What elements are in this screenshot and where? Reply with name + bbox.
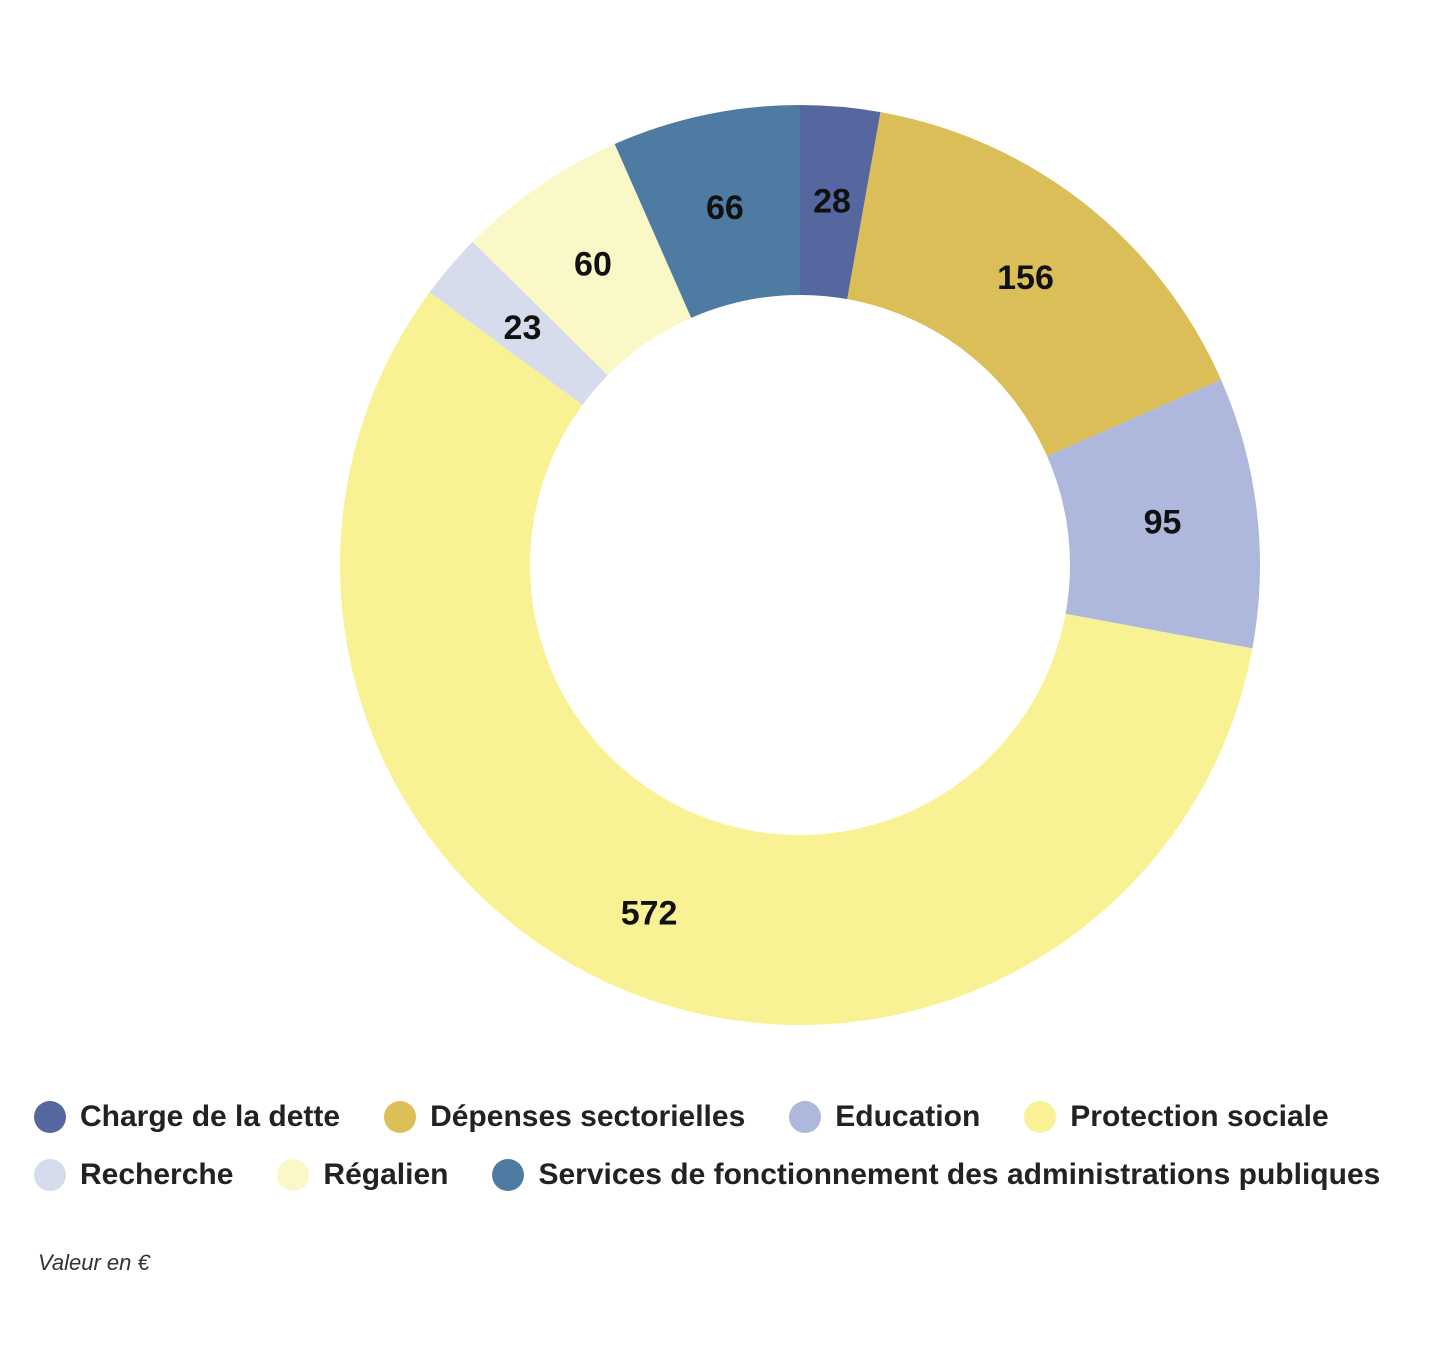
- slice-protection-sociale[interactable]: [339, 292, 1253, 1026]
- legend-label: Services de fonctionnement des administr…: [538, 1158, 1381, 1191]
- legend-item-depenses-sectorielles[interactable]: Dépenses sectorielles: [384, 1100, 745, 1134]
- legend-label: Charge de la dette: [80, 1100, 341, 1133]
- legend-label: Dépenses sectorielles: [430, 1100, 746, 1133]
- slice-value-label: 95: [1144, 504, 1182, 542]
- slice-value-label: 28: [813, 182, 851, 220]
- value-unit-note: Valeur en €: [38, 1250, 150, 1275]
- donut-slices: [339, 105, 1260, 1026]
- slice-value-label: 60: [574, 245, 612, 283]
- legend-row-1: Charge de la dette Dépenses sectorielles…: [34, 1088, 1434, 1146]
- legend-label: Education: [835, 1100, 981, 1133]
- slice-value-label: 66: [706, 189, 744, 227]
- slice-regalien[interactable]: [472, 143, 692, 376]
- legend-label: Protection sociale: [1070, 1100, 1329, 1133]
- legend-item-education[interactable]: Education: [789, 1100, 980, 1134]
- legend-swatch: [34, 1101, 66, 1133]
- slice-education[interactable]: [1047, 379, 1260, 649]
- slice-value-label: 23: [504, 309, 542, 347]
- donut-slice-labels: 28 156 95 572 23 60 66: [504, 182, 1182, 932]
- legend-item-protection-sociale[interactable]: Protection sociale: [1024, 1100, 1329, 1134]
- slice-value-label: 572: [621, 895, 678, 933]
- slice-recherche[interactable]: [429, 241, 608, 405]
- legend-item-services-administrations[interactable]: Services de fonctionnement des administr…: [492, 1158, 1380, 1192]
- slice-charge-de-la-dette[interactable]: [800, 105, 881, 300]
- legend-swatch: [1024, 1101, 1057, 1133]
- slice-services-de-fonctionnement-des-administrations-publiques[interactable]: [614, 105, 800, 318]
- donut-chart: 28 156 95 572 23 60 66: [339, 105, 1260, 1026]
- legend-swatch: [789, 1101, 822, 1133]
- slice-value-label: 156: [997, 259, 1054, 297]
- legend-swatch: [492, 1159, 525, 1191]
- legend-swatch: [384, 1101, 417, 1133]
- legend-label: Recherche: [80, 1158, 234, 1191]
- legend-item-recherche[interactable]: Recherche: [34, 1158, 233, 1192]
- legend-item-charge-de-la-dette[interactable]: Charge de la dette: [34, 1100, 340, 1134]
- legend-swatch: [34, 1159, 66, 1191]
- legend-swatch: [277, 1159, 310, 1191]
- slice-depenses-sectorielles[interactable]: [847, 112, 1222, 457]
- legend-row-2: Recherche Régalien Services de fonctionn…: [34, 1146, 1434, 1204]
- legend-label: Régalien: [323, 1158, 449, 1191]
- chart-legend: Charge de la dette Dépenses sectorielles…: [34, 1088, 1434, 1204]
- legend-item-regalien[interactable]: Régalien: [277, 1158, 448, 1192]
